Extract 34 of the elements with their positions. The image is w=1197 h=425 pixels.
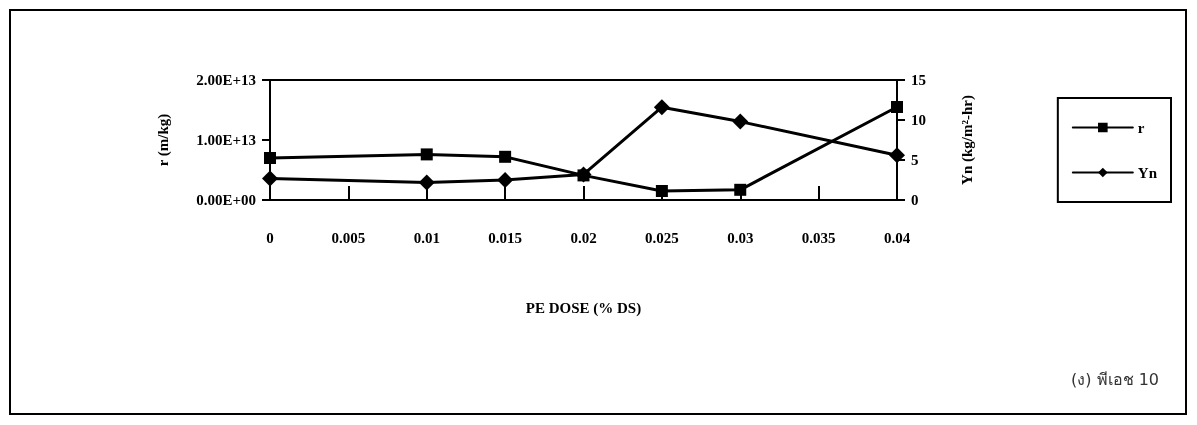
x-tick-label: 0.025 [645,229,679,246]
point [264,152,276,164]
x-tick-label: 0.04 [883,229,911,246]
y2-axis-title: Yn (kg/m²-hr) [958,95,976,185]
point [499,150,512,163]
point [655,185,668,197]
x-tick-label: 0.01 [413,229,440,246]
x-tick-label: 0.005 [331,229,366,246]
point [497,172,514,188]
y2-tick-label: 5 [911,152,919,168]
text: (ง) พีเอช 10 [1070,369,1159,389]
point [262,170,278,187]
legend-label: r [1137,119,1145,136]
x-tick-label: 0.015 [488,229,522,246]
y-axis-title: r (m/kg) [154,113,172,167]
legend-label: Yn [1137,164,1158,181]
x-tick-label: 0.02 [570,229,597,246]
x-tick-label: 0.03 [727,229,754,246]
point [889,147,905,164]
x-tick-label: 0 [266,229,274,246]
x-axis-title: PE DOSE (% DS) [525,299,642,317]
y-tick-label: 1.00E+13 [196,132,256,148]
point [418,174,435,191]
x-tick-label: 0.035 [801,229,836,246]
y2-tick-label: 10 [911,112,926,128]
point [653,99,670,116]
y-tick-label: 0.00E+00 [196,192,256,208]
y2-tick-label: 15 [911,72,926,88]
point [732,113,749,130]
point [420,148,433,161]
y2-tick-label: 0 [911,192,919,208]
y-tick-label: 2.00E+13 [196,72,256,88]
point [891,101,903,113]
point [734,183,747,196]
